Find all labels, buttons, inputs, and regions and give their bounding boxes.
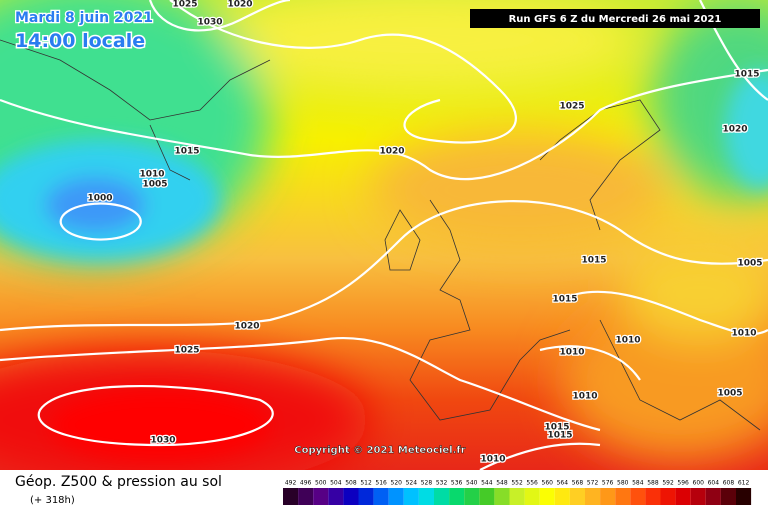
scale-swatch — [585, 488, 601, 505]
scale-label: 552 — [511, 480, 523, 487]
scale-label: 572 — [587, 480, 599, 487]
isobar-label: 1015 — [734, 70, 759, 80]
scale-label: 564 — [557, 480, 569, 487]
isobar-label: 1020 — [234, 322, 259, 332]
scale-swatch — [328, 488, 344, 505]
isobar-label: 1020 — [227, 0, 252, 10]
scale-label: 536 — [451, 480, 463, 487]
scale-swatch — [615, 488, 631, 505]
scale-label: 604 — [708, 480, 720, 487]
run-info: Run GFS 6 Z du Mercredi 26 mai 2021 — [509, 14, 722, 25]
isobar-label: 1015 — [552, 295, 577, 305]
isobar-label: 1020 — [379, 147, 404, 157]
scale-label: 560 — [542, 480, 554, 487]
scale-swatch — [660, 488, 676, 505]
scale-label: 524 — [406, 480, 418, 487]
isobar-label: 1010 — [480, 455, 505, 465]
isobar-label: 1025 — [559, 102, 584, 112]
scale-label: 600 — [693, 480, 705, 487]
scale-swatch — [358, 488, 374, 505]
scale-label: 492 — [285, 480, 297, 487]
isobar-label: 1015 — [544, 423, 569, 433]
scale-label: 520 — [391, 480, 403, 487]
scale-label: 548 — [496, 480, 508, 487]
scale-swatch — [524, 488, 540, 505]
scale-label: 528 — [421, 480, 433, 487]
run-box — [470, 9, 760, 28]
scale-label: 508 — [345, 480, 357, 487]
isobar-label: 1010 — [615, 336, 640, 346]
scale-label: 584 — [632, 480, 644, 487]
forecast-time: 14:00 locale — [15, 30, 145, 52]
isobar-label: 1025 — [172, 0, 197, 10]
scale-label: 588 — [647, 480, 659, 487]
isobar-label: 1005 — [737, 259, 762, 269]
scale-swatch — [569, 488, 585, 505]
scale-swatch — [434, 488, 450, 505]
isobar-label: 1015 — [547, 431, 572, 441]
scale-label: 592 — [662, 480, 674, 487]
scale-label: 512 — [360, 480, 372, 487]
isobar-label: 1000 — [87, 194, 112, 204]
scale-swatch — [343, 488, 359, 505]
scale-swatch — [690, 488, 706, 505]
scale-swatch — [554, 488, 570, 505]
scale-label: 576 — [602, 480, 614, 487]
scale-swatch — [403, 488, 419, 505]
map-field — [0, 0, 768, 470]
scale-swatch — [645, 488, 661, 505]
scale-swatch — [449, 488, 465, 505]
scale-swatch — [373, 488, 389, 505]
isobar-label: 1010 — [572, 392, 597, 402]
scale-label: 544 — [481, 480, 493, 487]
isobar-label: 1020 — [722, 125, 747, 135]
scale-swatch — [313, 488, 329, 505]
isobar-label: 1005 — [142, 180, 167, 190]
scale-label: 612 — [738, 480, 750, 487]
isobar-label: 1030 — [150, 436, 175, 446]
scale-swatch — [736, 488, 752, 505]
scale-label: 568 — [572, 480, 584, 487]
scale-swatch — [464, 488, 480, 505]
scale-label: 504 — [330, 480, 342, 487]
isobar-label: 1010 — [139, 170, 164, 180]
scale-swatch — [479, 488, 495, 505]
isobar-label: 1015 — [174, 147, 199, 157]
scale-label: 556 — [526, 480, 538, 487]
scale-label: 580 — [617, 480, 629, 487]
scale-swatch — [675, 488, 691, 505]
scale-swatch — [283, 488, 299, 505]
scale-swatch — [509, 488, 525, 505]
scale-label: 596 — [677, 480, 689, 487]
color-scale: 492 496 500 504 508 512 516 520 524 528 532 536 540 5… — [283, 480, 752, 505]
isobar-label: 1010 — [731, 329, 756, 339]
scale-swatch — [418, 488, 434, 505]
copyright: Copyright © 2021 Meteociel.fr — [294, 445, 465, 456]
scale-label: 540 — [466, 480, 478, 487]
isobar-label: 1015 — [581, 256, 606, 266]
isobar-label: 1005 — [717, 389, 742, 399]
footer-title: Géop. Z500 & pression au sol — [15, 474, 222, 490]
scale-label: 516 — [375, 480, 387, 487]
scale-swatch — [388, 488, 404, 505]
scale-swatch — [705, 488, 721, 505]
footer-lead: (+ 318h) — [30, 495, 75, 506]
scale-label: 500 — [315, 480, 327, 487]
scale-label: 496 — [300, 480, 312, 487]
isobar-label: 1030 — [197, 18, 222, 28]
scale-swatch — [600, 488, 616, 505]
isobar-label: 1025 — [174, 346, 199, 356]
scale-swatch — [630, 488, 646, 505]
scale-swatch — [298, 488, 314, 505]
scale-label: 608 — [723, 480, 735, 487]
scale-swatch — [494, 488, 510, 505]
scale-swatch — [720, 488, 736, 505]
isobar-label: 1010 — [559, 348, 584, 358]
forecast-date: Mardi 8 juin 2021 — [15, 10, 153, 26]
scale-swatch — [539, 488, 555, 505]
scale-label: 532 — [436, 480, 448, 487]
